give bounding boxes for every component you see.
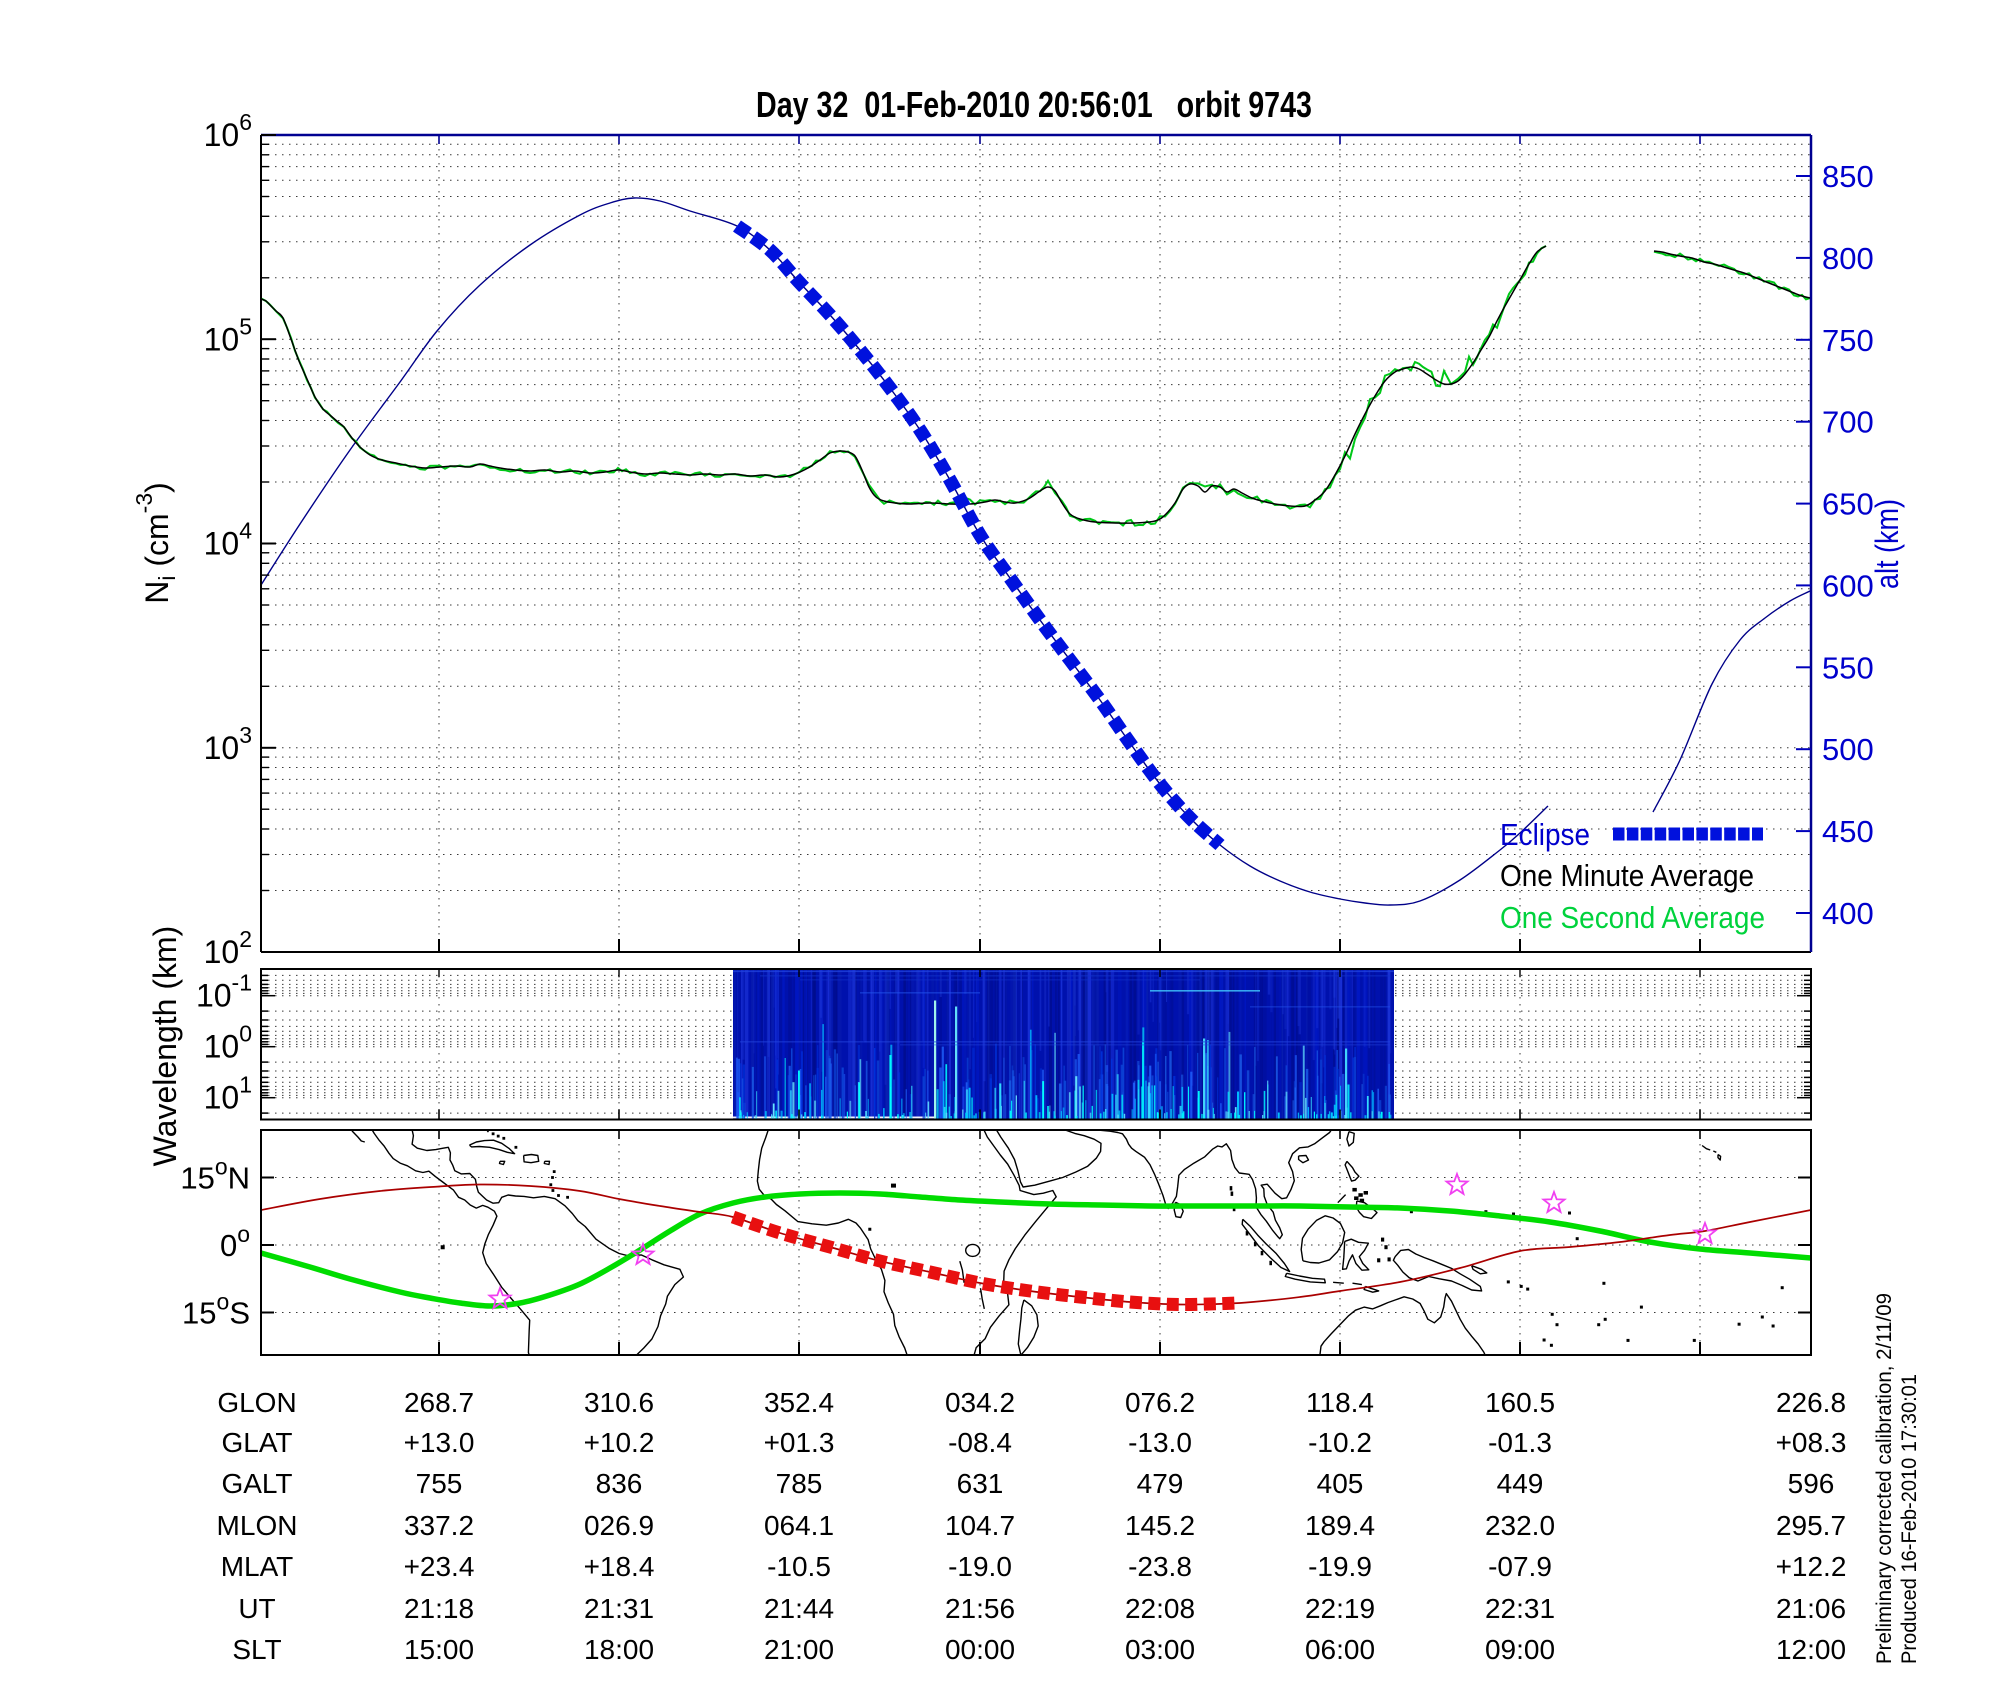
svg-text:450: 450 — [1822, 814, 1874, 849]
svg-text:SLT: SLT — [232, 1634, 281, 1665]
svg-text:22:08: 22:08 — [1125, 1593, 1195, 1624]
svg-text:+10.2: +10.2 — [584, 1427, 655, 1458]
svg-text:295.7: 295.7 — [1776, 1510, 1846, 1541]
svg-text:GLON: GLON — [217, 1387, 296, 1418]
svg-text:MLAT: MLAT — [221, 1551, 294, 1582]
svg-text:405: 405 — [1317, 1468, 1364, 1499]
svg-text:400: 400 — [1822, 896, 1874, 931]
svg-text:268.7: 268.7 — [404, 1387, 474, 1418]
svg-text:076.2: 076.2 — [1125, 1387, 1195, 1418]
svg-text:22:19: 22:19 — [1305, 1593, 1375, 1624]
svg-text:800: 800 — [1822, 241, 1874, 276]
svg-text:06:00: 06:00 — [1305, 1634, 1375, 1665]
svg-text:-10.2: -10.2 — [1308, 1427, 1372, 1458]
svg-text:03:00: 03:00 — [1125, 1634, 1195, 1665]
svg-text:21:31: 21:31 — [584, 1593, 654, 1624]
svg-text:449: 449 — [1497, 1468, 1544, 1499]
svg-text:-23.8: -23.8 — [1128, 1551, 1192, 1582]
svg-text:145.2: 145.2 — [1125, 1510, 1195, 1541]
svg-text:650: 650 — [1822, 487, 1874, 522]
svg-text:Preliminary corrected calibrat: Preliminary corrected calibration, 2/11/… — [1872, 1293, 1896, 1664]
svg-text:12:00: 12:00 — [1776, 1634, 1846, 1665]
svg-text:-19.9: -19.9 — [1308, 1551, 1372, 1582]
svg-text:-08.4: -08.4 — [948, 1427, 1012, 1458]
svg-text:-19.0: -19.0 — [948, 1551, 1012, 1582]
svg-text:600: 600 — [1822, 568, 1874, 603]
svg-text:21:56: 21:56 — [945, 1593, 1015, 1624]
svg-text:850: 850 — [1822, 159, 1874, 194]
svg-text:596: 596 — [1788, 1468, 1835, 1499]
svg-text:-13.0: -13.0 — [1128, 1427, 1192, 1458]
svg-text:21:00: 21:00 — [764, 1634, 834, 1665]
svg-text:15:00: 15:00 — [404, 1634, 474, 1665]
svg-text:189.4: 189.4 — [1305, 1510, 1375, 1541]
svg-text:alt (km): alt (km) — [1869, 499, 1905, 589]
svg-text:21:06: 21:06 — [1776, 1593, 1846, 1624]
svg-text:750: 750 — [1822, 323, 1874, 358]
svg-text:One Minute Average: One Minute Average — [1500, 858, 1754, 893]
svg-text:+08.3: +08.3 — [1776, 1427, 1847, 1458]
svg-text:Wavelength (km): Wavelength (km) — [147, 926, 183, 1167]
svg-text:104.7: 104.7 — [945, 1510, 1015, 1541]
svg-text:21:18: 21:18 — [404, 1593, 474, 1624]
svg-text:+13.0: +13.0 — [404, 1427, 475, 1458]
svg-text:UT: UT — [238, 1593, 275, 1624]
svg-text:Produced 16-Feb-2010 17:30:01: Produced 16-Feb-2010 17:30:01 — [1897, 1374, 1921, 1664]
svg-text:337.2: 337.2 — [404, 1510, 474, 1541]
svg-text:064.1: 064.1 — [764, 1510, 834, 1541]
svg-text:836: 836 — [596, 1468, 643, 1499]
svg-text:500: 500 — [1822, 732, 1874, 767]
svg-text:+23.4: +23.4 — [404, 1551, 475, 1582]
svg-text:00:00: 00:00 — [945, 1634, 1015, 1665]
svg-text:Day 32 01-Feb-2010 20:56:01: Day 32 01-Feb-2010 20:56:01 orbit 9743 — [756, 84, 1312, 125]
svg-text:160.5: 160.5 — [1485, 1387, 1555, 1418]
svg-text:310.6: 310.6 — [584, 1387, 654, 1418]
svg-text:118.4: 118.4 — [1306, 1387, 1374, 1418]
svg-text:-10.5: -10.5 — [767, 1551, 831, 1582]
svg-text:-01.3: -01.3 — [1488, 1427, 1552, 1458]
svg-text:550: 550 — [1822, 650, 1874, 685]
svg-text:+01.3: +01.3 — [764, 1427, 835, 1458]
svg-text:Eclipse: Eclipse — [1500, 817, 1590, 852]
svg-text:+18.4: +18.4 — [584, 1551, 655, 1582]
svg-text:22:31: 22:31 — [1485, 1593, 1555, 1624]
svg-text:15oS: 15oS — [182, 1289, 250, 1331]
svg-text:MLON: MLON — [217, 1510, 298, 1541]
svg-text:226.8: 226.8 — [1776, 1387, 1846, 1418]
svg-text:21:44: 21:44 — [764, 1593, 834, 1624]
svg-text:GALT: GALT — [221, 1468, 292, 1499]
svg-text:352.4: 352.4 — [764, 1387, 834, 1418]
svg-text:026.9: 026.9 — [584, 1510, 654, 1541]
svg-text:+12.2: +12.2 — [1776, 1551, 1847, 1582]
svg-text:One Second Average: One Second Average — [1500, 900, 1765, 935]
svg-text:-07.9: -07.9 — [1488, 1551, 1552, 1582]
svg-text:785: 785 — [776, 1468, 823, 1499]
svg-text:232.0: 232.0 — [1485, 1510, 1555, 1541]
svg-text:755: 755 — [416, 1468, 463, 1499]
svg-text:034.2: 034.2 — [945, 1387, 1015, 1418]
svg-text:700: 700 — [1822, 405, 1874, 440]
svg-text:631: 631 — [957, 1468, 1004, 1499]
svg-text:479: 479 — [1137, 1468, 1184, 1499]
svg-text:GLAT: GLAT — [221, 1427, 292, 1458]
svg-text:104: 104 — [204, 518, 253, 562]
svg-text:18:00: 18:00 — [584, 1634, 654, 1665]
svg-text:09:00: 09:00 — [1485, 1634, 1555, 1665]
